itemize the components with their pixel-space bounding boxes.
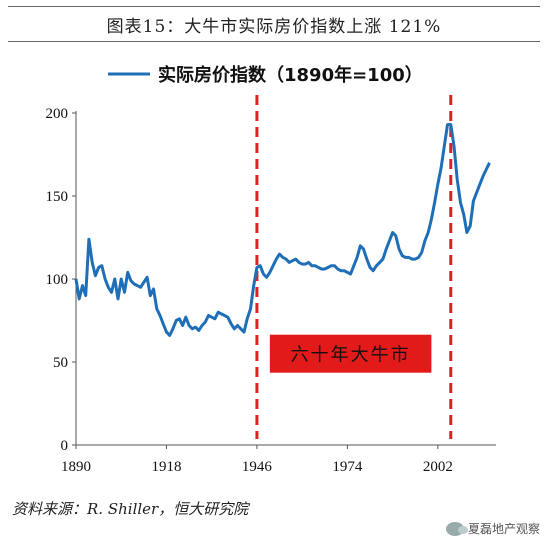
source-note: 资料来源：R. Shiller，恒大研究院 bbox=[12, 498, 248, 519]
annotation-box bbox=[269, 334, 432, 373]
chart-title-text: 图表15：大牛市实际房价指数上涨 121% bbox=[106, 16, 442, 37]
y-tick-label: 0 bbox=[61, 438, 69, 454]
series-line bbox=[74, 123, 491, 337]
source-text: 资料来源：R. Shiller，恒大研究院 bbox=[12, 500, 249, 518]
y-tick-label: 50 bbox=[53, 355, 68, 371]
legend-label: 实际房价指数（1890年=100） bbox=[158, 64, 423, 86]
watermark: 夏磊地产观察 bbox=[445, 520, 540, 537]
y-tick-label: 150 bbox=[46, 189, 69, 205]
annotation-label: 六十年大牛市 bbox=[291, 345, 411, 366]
x-tick-label: 1946 bbox=[242, 459, 273, 475]
x-tick-label: 1890 bbox=[61, 459, 91, 475]
chart-title: 图表15：大牛市实际房价指数上涨 121% bbox=[8, 6, 540, 42]
wechat-icon bbox=[445, 521, 468, 536]
y-tick-label: 200 bbox=[46, 106, 69, 122]
y-tick-label: 100 bbox=[46, 272, 69, 288]
watermark-text: 夏磊地产观察 bbox=[467, 522, 540, 536]
x-tick-label: 2002 bbox=[423, 459, 453, 475]
x-tick-label: 1974 bbox=[332, 459, 363, 475]
x-tick-label: 1918 bbox=[151, 459, 181, 475]
